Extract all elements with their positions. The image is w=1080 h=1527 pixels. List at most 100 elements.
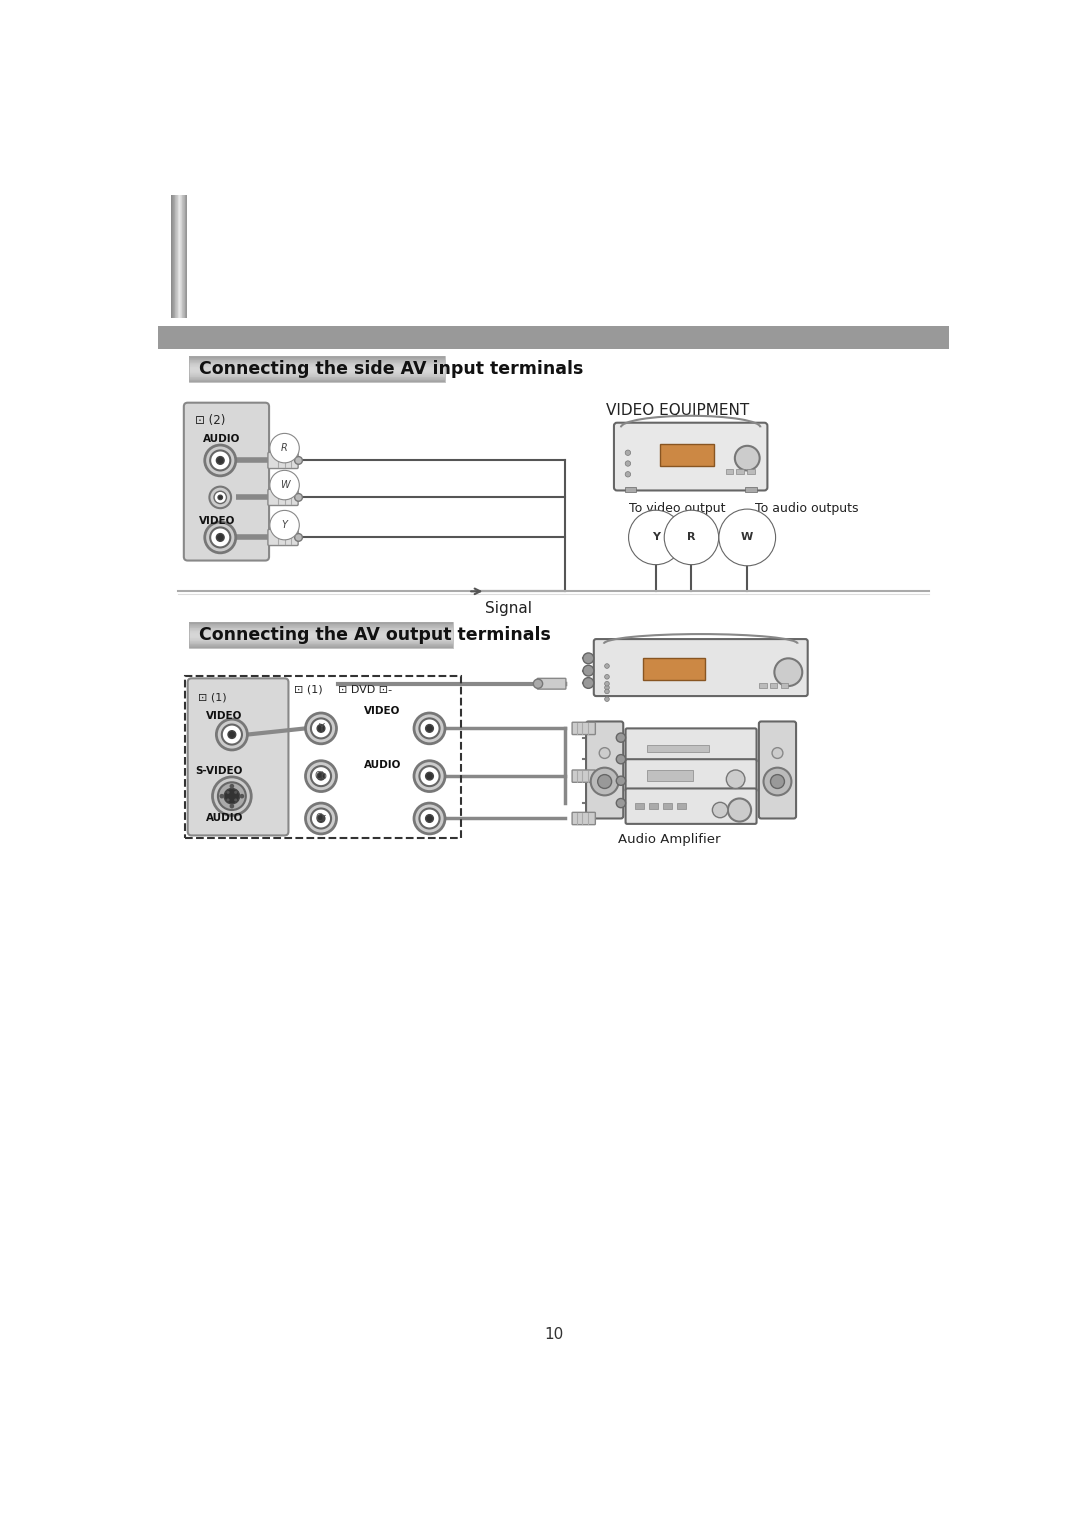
FancyBboxPatch shape (572, 812, 595, 825)
FancyBboxPatch shape (594, 640, 808, 696)
Bar (770, 683, 778, 687)
Circle shape (770, 774, 784, 788)
Circle shape (210, 487, 231, 508)
Text: R: R (281, 443, 288, 454)
Circle shape (728, 799, 751, 822)
Circle shape (617, 754, 625, 764)
Circle shape (605, 686, 609, 690)
FancyBboxPatch shape (572, 722, 595, 734)
Circle shape (617, 776, 625, 785)
Circle shape (419, 718, 440, 739)
Text: To video output: To video output (630, 502, 726, 515)
FancyBboxPatch shape (188, 678, 288, 835)
Circle shape (218, 495, 222, 499)
Text: VIDEO: VIDEO (205, 712, 242, 721)
Text: AUDIO: AUDIO (205, 814, 243, 823)
Text: ⊡ (2): ⊡ (2) (195, 414, 226, 428)
Circle shape (625, 461, 631, 466)
Circle shape (727, 770, 745, 788)
FancyBboxPatch shape (647, 525, 664, 547)
Circle shape (583, 678, 594, 689)
Circle shape (216, 719, 247, 750)
Circle shape (583, 654, 594, 664)
Circle shape (426, 773, 433, 780)
Circle shape (419, 808, 440, 829)
Circle shape (597, 774, 611, 788)
Bar (189, 621, 453, 647)
Text: Cb: Cb (314, 771, 327, 782)
Text: Y: Y (319, 724, 324, 733)
Circle shape (617, 799, 625, 808)
Circle shape (414, 760, 445, 791)
Circle shape (306, 713, 337, 744)
Circle shape (734, 446, 759, 470)
Circle shape (605, 689, 609, 693)
Circle shape (414, 803, 445, 834)
Circle shape (211, 527, 230, 548)
Circle shape (218, 782, 246, 809)
FancyBboxPatch shape (759, 721, 796, 818)
Circle shape (742, 554, 753, 565)
FancyBboxPatch shape (268, 489, 298, 505)
Text: To audio outputs: To audio outputs (755, 502, 859, 515)
Text: ⊡ (1): ⊡ (1) (198, 693, 227, 702)
Circle shape (583, 666, 594, 676)
Circle shape (216, 457, 225, 464)
FancyBboxPatch shape (613, 423, 768, 490)
Circle shape (605, 681, 609, 686)
Circle shape (295, 533, 302, 541)
Text: ⊡ DVD ⊡-: ⊡ DVD ⊡- (338, 686, 392, 695)
Circle shape (311, 808, 332, 829)
Bar (726, 469, 733, 473)
Circle shape (211, 450, 230, 470)
Bar (189, 356, 445, 382)
Circle shape (214, 492, 227, 504)
Bar (660, 444, 714, 466)
FancyBboxPatch shape (683, 525, 700, 547)
Circle shape (295, 457, 302, 464)
Text: Y: Y (282, 521, 287, 530)
Circle shape (591, 768, 619, 796)
Text: VIDEO EQUIPMENT: VIDEO EQUIPMENT (606, 403, 750, 418)
Circle shape (295, 493, 302, 501)
Bar (186, 676, 460, 838)
Circle shape (240, 794, 244, 799)
Circle shape (227, 799, 230, 802)
Circle shape (772, 748, 783, 759)
Circle shape (534, 680, 542, 689)
Text: Cr: Cr (315, 814, 326, 823)
Circle shape (318, 724, 325, 733)
Circle shape (225, 788, 240, 803)
Circle shape (228, 731, 235, 739)
Bar (747, 469, 755, 473)
FancyBboxPatch shape (184, 403, 269, 560)
Bar (643, 658, 704, 680)
Circle shape (764, 768, 792, 796)
Text: Connecting the AV output terminals: Connecting the AV output terminals (199, 626, 551, 644)
Circle shape (426, 814, 433, 823)
Circle shape (419, 767, 440, 786)
Text: W: W (741, 533, 754, 542)
Text: ⊡ (1): ⊡ (1) (294, 686, 323, 695)
Bar (625, 487, 636, 492)
Circle shape (216, 533, 225, 541)
Bar (647, 745, 708, 751)
FancyBboxPatch shape (572, 770, 595, 782)
Circle shape (205, 444, 235, 476)
Bar (159, 325, 948, 348)
FancyBboxPatch shape (625, 728, 757, 762)
Bar (649, 803, 658, 809)
FancyBboxPatch shape (625, 788, 757, 825)
Text: AUDIO: AUDIO (203, 434, 241, 444)
FancyBboxPatch shape (537, 678, 566, 689)
Circle shape (599, 748, 610, 759)
Circle shape (219, 794, 225, 799)
Circle shape (605, 664, 609, 669)
Text: VIDEO: VIDEO (364, 705, 400, 716)
Circle shape (605, 696, 609, 701)
Bar (745, 487, 757, 492)
Bar (635, 803, 644, 809)
Circle shape (774, 658, 802, 686)
FancyBboxPatch shape (268, 452, 298, 469)
Circle shape (311, 718, 332, 739)
